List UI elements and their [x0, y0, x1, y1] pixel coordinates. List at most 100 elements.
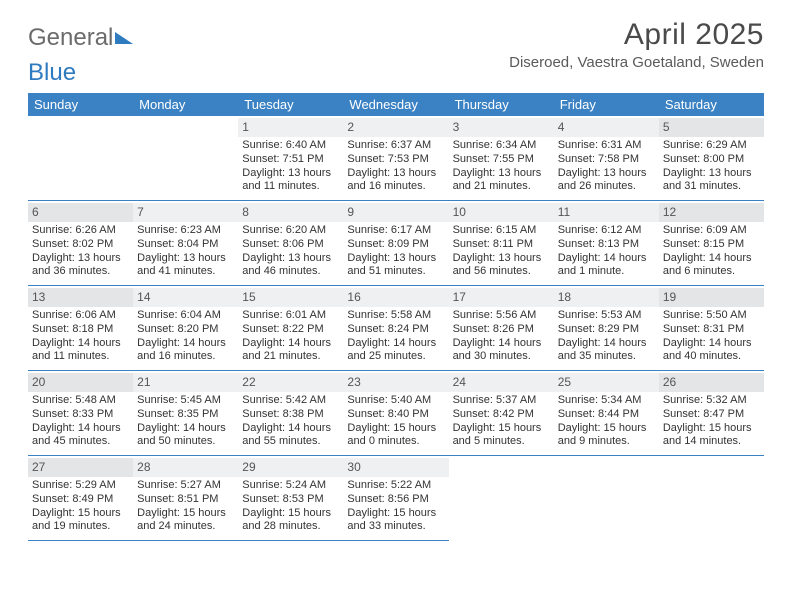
daylight-line2: and 16 minutes. — [347, 180, 444, 194]
day-cell: 11Sunrise: 6:12 AMSunset: 8:13 PMDayligh… — [554, 201, 659, 286]
daylight-line2: and 21 minutes. — [453, 180, 550, 194]
weekday-header: Tuesday — [238, 93, 343, 116]
day-cell: 18Sunrise: 5:53 AMSunset: 8:29 PMDayligh… — [554, 286, 659, 371]
sunrise-text: Sunrise: 6:31 AM — [558, 139, 655, 153]
day-number: 16 — [343, 288, 448, 307]
calendar: SundayMondayTuesdayWednesdayThursdayFrid… — [28, 93, 764, 541]
daylight-line1: Daylight: 15 hours — [347, 507, 444, 521]
daylight-line1: Daylight: 14 hours — [242, 422, 339, 436]
day-cell: 24Sunrise: 5:37 AMSunset: 8:42 PMDayligh… — [449, 371, 554, 456]
daylight-line2: and 40 minutes. — [663, 350, 760, 364]
day-cell: 3Sunrise: 6:34 AMSunset: 7:55 PMDaylight… — [449, 116, 554, 201]
day-number: 18 — [554, 288, 659, 307]
day-number: 22 — [238, 373, 343, 392]
sunrise-text: Sunrise: 6:09 AM — [663, 224, 760, 238]
daylight-line1: Daylight: 14 hours — [347, 337, 444, 351]
sunrise-text: Sunrise: 6:15 AM — [453, 224, 550, 238]
sunset-text: Sunset: 8:42 PM — [453, 408, 550, 422]
brand-part2: Blue — [28, 59, 76, 87]
daylight-line2: and 16 minutes. — [137, 350, 234, 364]
sunset-text: Sunset: 8:26 PM — [453, 323, 550, 337]
sunset-text: Sunset: 7:58 PM — [558, 153, 655, 167]
day-number: 12 — [659, 203, 764, 222]
sunset-text: Sunset: 8:44 PM — [558, 408, 655, 422]
daylight-line2: and 26 minutes. — [558, 180, 655, 194]
daylight-line2: and 9 minutes. — [558, 435, 655, 449]
daylight-line1: Daylight: 13 hours — [663, 167, 760, 181]
weekday-header: Saturday — [659, 93, 764, 116]
daylight-line1: Daylight: 15 hours — [558, 422, 655, 436]
day-number: 28 — [133, 458, 238, 477]
title-block: April 2025 Diseroed, Vaestra Goetaland, … — [509, 18, 764, 71]
daylight-line1: Daylight: 13 hours — [242, 252, 339, 266]
day-cell: 27Sunrise: 5:29 AMSunset: 8:49 PMDayligh… — [28, 456, 133, 541]
daylight-line1: Daylight: 14 hours — [242, 337, 339, 351]
sunset-text: Sunset: 7:51 PM — [242, 153, 339, 167]
day-cell: 26Sunrise: 5:32 AMSunset: 8:47 PMDayligh… — [659, 371, 764, 456]
daylight-line2: and 56 minutes. — [453, 265, 550, 279]
sunset-text: Sunset: 7:53 PM — [347, 153, 444, 167]
sunrise-text: Sunrise: 5:32 AM — [663, 394, 760, 408]
day-cell: 6Sunrise: 6:26 AMSunset: 8:02 PMDaylight… — [28, 201, 133, 286]
day-number: 30 — [343, 458, 448, 477]
day-cell: 8Sunrise: 6:20 AMSunset: 8:06 PMDaylight… — [238, 201, 343, 286]
empty-cell — [133, 116, 238, 201]
day-cell: 20Sunrise: 5:48 AMSunset: 8:33 PMDayligh… — [28, 371, 133, 456]
sunrise-text: Sunrise: 5:53 AM — [558, 309, 655, 323]
sunrise-text: Sunrise: 5:42 AM — [242, 394, 339, 408]
daylight-line2: and 36 minutes. — [32, 265, 129, 279]
daylight-line1: Daylight: 13 hours — [32, 252, 129, 266]
sunrise-text: Sunrise: 6:01 AM — [242, 309, 339, 323]
daylight-line2: and 6 minutes. — [663, 265, 760, 279]
day-cell: 15Sunrise: 6:01 AMSunset: 8:22 PMDayligh… — [238, 286, 343, 371]
daylight-line2: and 24 minutes. — [137, 520, 234, 534]
day-number: 29 — [238, 458, 343, 477]
sunset-text: Sunset: 8:49 PM — [32, 493, 129, 507]
sunrise-text: Sunrise: 5:27 AM — [137, 479, 234, 493]
sunrise-text: Sunrise: 6:04 AM — [137, 309, 234, 323]
day-cell: 1Sunrise: 6:40 AMSunset: 7:51 PMDaylight… — [238, 116, 343, 201]
day-cell: 4Sunrise: 6:31 AMSunset: 7:58 PMDaylight… — [554, 116, 659, 201]
weekday-header: Monday — [133, 93, 238, 116]
sunset-text: Sunset: 8:02 PM — [32, 238, 129, 252]
day-number: 19 — [659, 288, 764, 307]
daylight-line1: Daylight: 13 hours — [347, 167, 444, 181]
daylight-line2: and 25 minutes. — [347, 350, 444, 364]
sunset-text: Sunset: 8:47 PM — [663, 408, 760, 422]
brand-mark-icon — [115, 32, 133, 44]
sunset-text: Sunset: 8:22 PM — [242, 323, 339, 337]
daylight-line1: Daylight: 15 hours — [453, 422, 550, 436]
sunset-text: Sunset: 8:13 PM — [558, 238, 655, 252]
day-cell: 12Sunrise: 6:09 AMSunset: 8:15 PMDayligh… — [659, 201, 764, 286]
sunrise-text: Sunrise: 5:48 AM — [32, 394, 129, 408]
sunset-text: Sunset: 8:40 PM — [347, 408, 444, 422]
daylight-line1: Daylight: 14 hours — [32, 422, 129, 436]
daylight-line1: Daylight: 14 hours — [558, 337, 655, 351]
sunrise-text: Sunrise: 6:40 AM — [242, 139, 339, 153]
daylight-line2: and 51 minutes. — [347, 265, 444, 279]
sunset-text: Sunset: 8:11 PM — [453, 238, 550, 252]
daylight-line2: and 46 minutes. — [242, 265, 339, 279]
daylight-line2: and 14 minutes. — [663, 435, 760, 449]
sunset-text: Sunset: 8:31 PM — [663, 323, 760, 337]
daylight-line1: Daylight: 15 hours — [347, 422, 444, 436]
day-cell: 21Sunrise: 5:45 AMSunset: 8:35 PMDayligh… — [133, 371, 238, 456]
day-number: 26 — [659, 373, 764, 392]
day-cell: 9Sunrise: 6:17 AMSunset: 8:09 PMDaylight… — [343, 201, 448, 286]
daylight-line2: and 0 minutes. — [347, 435, 444, 449]
sunrise-text: Sunrise: 5:45 AM — [137, 394, 234, 408]
day-number: 6 — [28, 203, 133, 222]
day-number: 14 — [133, 288, 238, 307]
day-cell: 14Sunrise: 6:04 AMSunset: 8:20 PMDayligh… — [133, 286, 238, 371]
day-number: 2 — [343, 118, 448, 137]
sunset-text: Sunset: 8:20 PM — [137, 323, 234, 337]
sunset-text: Sunset: 8:04 PM — [137, 238, 234, 252]
day-number: 7 — [133, 203, 238, 222]
calendar-grid: 1Sunrise: 6:40 AMSunset: 7:51 PMDaylight… — [28, 116, 764, 541]
sunrise-text: Sunrise: 5:22 AM — [347, 479, 444, 493]
weekday-header: Thursday — [449, 93, 554, 116]
sunset-text: Sunset: 8:15 PM — [663, 238, 760, 252]
location-text: Diseroed, Vaestra Goetaland, Sweden — [509, 54, 764, 71]
daylight-line1: Daylight: 13 hours — [558, 167, 655, 181]
day-cell: 10Sunrise: 6:15 AMSunset: 8:11 PMDayligh… — [449, 201, 554, 286]
